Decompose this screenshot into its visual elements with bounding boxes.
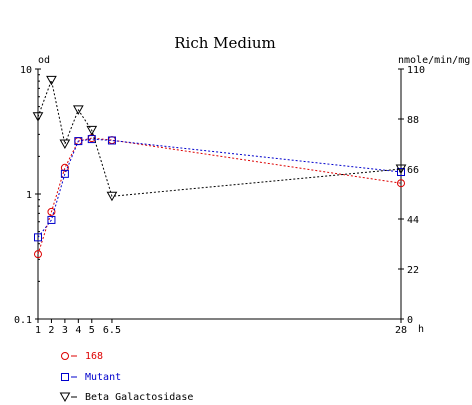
legend-label-1: Mutant	[85, 372, 121, 383]
right-tick-label: 22	[407, 265, 419, 276]
series-line-1	[37, 138, 402, 238]
chart-title: Rich Medium	[174, 34, 275, 52]
x-axis-label: h	[418, 324, 424, 335]
series-2-point	[59, 139, 71, 150]
x-axis-ticks: 1 2 3 4 5 6.5 28	[35, 319, 407, 336]
series-2-point	[395, 164, 407, 175]
series-line-0	[37, 137, 402, 255]
right-tick-label: 66	[407, 165, 419, 176]
series-0-point	[60, 163, 69, 172]
series-1-point	[60, 169, 69, 178]
x-tick-label: 28	[395, 325, 407, 336]
series-1-point	[74, 137, 83, 146]
x-tick-label: 3	[62, 325, 68, 336]
legend-marker-1	[61, 373, 69, 381]
legend-label-0: 168	[85, 351, 103, 362]
right-tick-label: 44	[407, 215, 419, 226]
series-0-point	[47, 207, 56, 216]
series-2-point	[46, 75, 57, 86]
left-tick-label: 0.1	[14, 315, 32, 326]
legend-label-2: Beta Galactosidase	[85, 392, 193, 403]
x-tick-label: 6.5	[103, 325, 121, 336]
series-1-point	[47, 215, 56, 224]
right-tick-label: 110	[407, 65, 425, 76]
series-2-point	[32, 112, 44, 122]
right-axis-label: nmole/min/mg	[398, 55, 470, 66]
right-axis-ticks: 0 22 44 66 88 110	[398, 65, 425, 326]
series-0-point	[34, 250, 42, 259]
series-layer	[32, 75, 407, 259]
left-tick-label: 10	[20, 65, 32, 76]
series-1-point	[397, 167, 405, 176]
right-tick-label: 0	[407, 315, 413, 326]
series-1-point	[87, 135, 96, 144]
x-tick-label: 4	[75, 325, 81, 336]
left-axis-label: od	[38, 55, 50, 66]
series-1-point	[107, 136, 116, 145]
legend: 168 Mutant Beta Galactosidase	[59, 351, 193, 403]
series-0-point	[397, 179, 405, 188]
legend-marker-0	[61, 352, 69, 360]
series-2-point	[86, 125, 98, 136]
series-2-point	[72, 105, 84, 115]
x-tick-label: 1	[35, 325, 41, 336]
series-line-2	[37, 78, 402, 197]
legend-marker-2	[59, 392, 71, 403]
left-axis-ticks: 0.1 1 10	[14, 65, 41, 326]
x-tick-label: 2	[48, 325, 54, 336]
x-tick-label: 5	[89, 325, 95, 336]
series-2-point	[106, 191, 118, 202]
left-tick-label: 1	[26, 190, 32, 201]
series-1-point	[34, 233, 42, 242]
right-tick-label: 88	[407, 115, 419, 126]
